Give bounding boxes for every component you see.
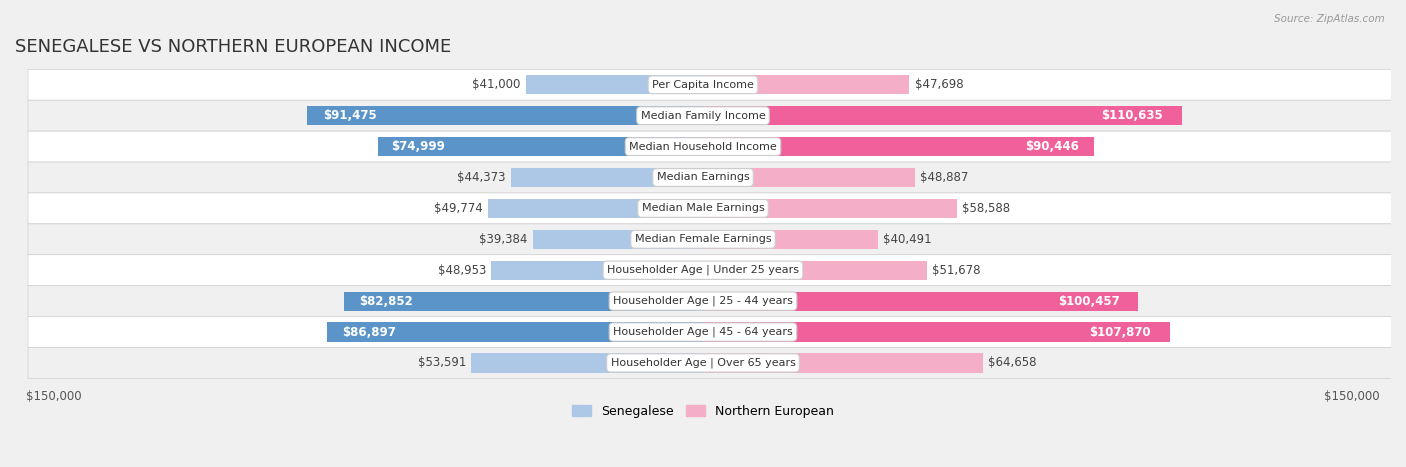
Text: Householder Age | 45 - 64 years: Householder Age | 45 - 64 years xyxy=(613,327,793,337)
Bar xyxy=(491,261,703,280)
Text: Per Capita Income: Per Capita Income xyxy=(652,80,754,90)
Text: Median Earnings: Median Earnings xyxy=(657,172,749,183)
FancyBboxPatch shape xyxy=(28,162,1406,193)
Text: Median Male Earnings: Median Male Earnings xyxy=(641,204,765,213)
Bar xyxy=(703,291,1137,311)
FancyBboxPatch shape xyxy=(28,347,1406,378)
Text: $49,774: $49,774 xyxy=(433,202,482,215)
Text: $41,000: $41,000 xyxy=(472,78,520,91)
Text: $90,446: $90,446 xyxy=(1025,140,1078,153)
Bar xyxy=(328,322,703,341)
Text: SENEGALESE VS NORTHERN EUROPEAN INCOME: SENEGALESE VS NORTHERN EUROPEAN INCOME xyxy=(15,38,451,57)
Bar xyxy=(703,261,927,280)
Text: Median Family Income: Median Family Income xyxy=(641,111,765,120)
FancyBboxPatch shape xyxy=(28,317,1406,347)
FancyBboxPatch shape xyxy=(28,224,1406,255)
FancyBboxPatch shape xyxy=(28,286,1406,317)
FancyBboxPatch shape xyxy=(28,100,1406,131)
Text: $86,897: $86,897 xyxy=(342,325,396,339)
Bar xyxy=(510,168,703,187)
Bar xyxy=(488,199,703,218)
Bar xyxy=(703,199,956,218)
Text: $39,384: $39,384 xyxy=(479,233,527,246)
Text: Median Female Earnings: Median Female Earnings xyxy=(634,234,772,244)
Text: $64,658: $64,658 xyxy=(988,356,1036,369)
Bar xyxy=(703,137,1094,156)
Text: $110,635: $110,635 xyxy=(1101,109,1163,122)
Bar xyxy=(471,354,703,373)
Text: $82,852: $82,852 xyxy=(359,295,412,308)
Text: $47,698: $47,698 xyxy=(914,78,963,91)
Bar xyxy=(703,322,1170,341)
Bar xyxy=(703,106,1181,125)
Text: $40,491: $40,491 xyxy=(883,233,932,246)
Legend: Senegalese, Northern European: Senegalese, Northern European xyxy=(567,400,839,423)
Text: $107,870: $107,870 xyxy=(1090,325,1152,339)
Text: $58,588: $58,588 xyxy=(962,202,1010,215)
Text: Source: ZipAtlas.com: Source: ZipAtlas.com xyxy=(1274,14,1385,24)
Bar xyxy=(307,106,703,125)
Bar xyxy=(533,230,703,249)
Text: $48,953: $48,953 xyxy=(437,264,486,277)
Bar xyxy=(344,291,703,311)
Text: Householder Age | Over 65 years: Householder Age | Over 65 years xyxy=(610,358,796,368)
FancyBboxPatch shape xyxy=(28,255,1406,286)
Text: $48,887: $48,887 xyxy=(920,171,969,184)
Text: $44,373: $44,373 xyxy=(457,171,506,184)
Bar xyxy=(378,137,703,156)
Bar xyxy=(703,230,879,249)
Bar xyxy=(703,354,983,373)
Text: $74,999: $74,999 xyxy=(391,140,446,153)
Text: $100,457: $100,457 xyxy=(1059,295,1121,308)
Text: $91,475: $91,475 xyxy=(323,109,377,122)
Text: $53,591: $53,591 xyxy=(418,356,465,369)
Bar xyxy=(703,75,910,94)
FancyBboxPatch shape xyxy=(28,69,1406,100)
Text: $51,678: $51,678 xyxy=(932,264,980,277)
Bar xyxy=(526,75,703,94)
Text: Householder Age | Under 25 years: Householder Age | Under 25 years xyxy=(607,265,799,276)
Bar xyxy=(703,168,914,187)
FancyBboxPatch shape xyxy=(28,193,1406,224)
Text: Median Household Income: Median Household Income xyxy=(628,142,778,152)
Text: Householder Age | 25 - 44 years: Householder Age | 25 - 44 years xyxy=(613,296,793,306)
FancyBboxPatch shape xyxy=(28,131,1406,162)
